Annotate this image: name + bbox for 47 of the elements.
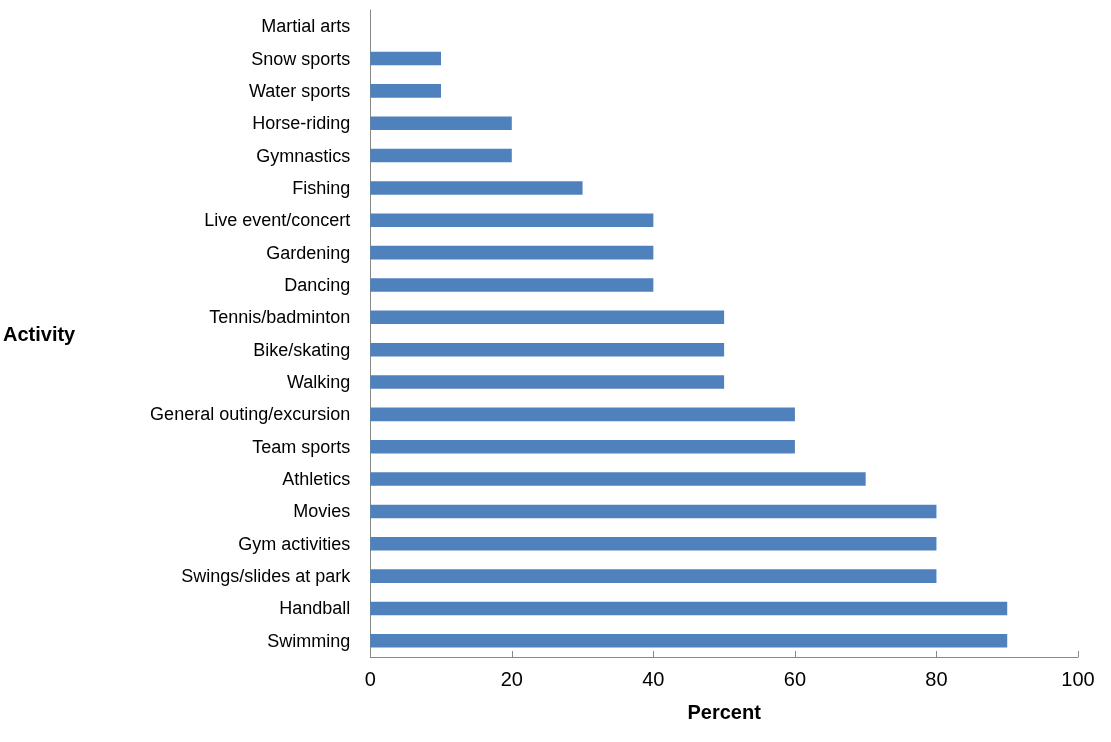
y-tick-label: Snow sports [251,48,351,69]
bar [370,504,937,519]
y-tick-label: Movies [293,501,351,522]
bar [370,472,866,486]
x-tick-label: 0 [364,668,376,690]
bar [370,181,583,195]
y-axis-title: Activity [3,322,77,345]
x-tick-label: 80 [925,668,948,690]
bar [370,407,795,422]
y-tick-label: General outing/excursion [150,404,351,425]
bar [370,245,654,260]
bar [370,439,795,454]
y-tick-label: Swimming [267,630,351,651]
y-tick-label: Team sports [252,436,351,457]
y-tick-label: Fishing [292,177,351,198]
y-tick-label: Walking [286,372,351,393]
x-axis-title: Percent [687,701,762,723]
y-tick-label: Gym activities [238,533,351,554]
bar [370,213,654,228]
y-tick-label: Gardening [266,242,351,263]
y-tick-label: Swings/slides at park [181,566,352,587]
bar [370,634,1008,648]
bar [370,375,725,389]
y-tick-label: Athletics [282,469,351,490]
bar [370,536,937,551]
bar [370,601,1008,616]
bar [370,148,512,163]
y-tick-label: Martial arts [261,16,351,37]
y-tick-label: Tennis/badminton [209,307,351,328]
y-tick-label: Bike/skating [253,339,351,360]
x-tick-label: 60 [783,668,807,690]
y-tick-label: Gymnastics [256,145,351,166]
bar [370,51,442,66]
bar [370,342,725,357]
y-tick-label: Handball [279,598,351,619]
x-tick-label: 100 [1061,668,1095,690]
x-tick-label: 40 [642,668,665,690]
bar [370,84,442,98]
bar [370,116,512,131]
bar [370,278,654,292]
y-tick-label: Horse-riding [252,113,351,134]
y-tick-label: Water sports [248,80,351,101]
bar [370,569,937,583]
y-tick-label: Dancing [284,274,351,295]
bar [370,310,725,325]
y-tick-label: Live event/concert [204,210,351,231]
x-tick-label: 20 [500,668,523,690]
